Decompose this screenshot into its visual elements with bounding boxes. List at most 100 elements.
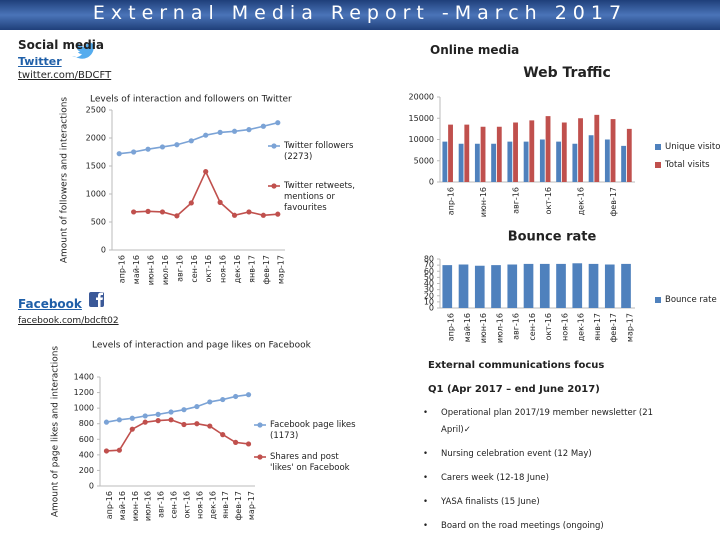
- data-point: [188, 200, 194, 206]
- data-point: [207, 423, 213, 429]
- data-point: [155, 411, 161, 417]
- section-heading: Social media: [18, 38, 104, 52]
- legend-marker: [257, 454, 263, 460]
- x-tick-label: апр-16: [118, 255, 127, 283]
- x-tick-label: июл-16: [495, 313, 504, 343]
- data-point: [233, 439, 239, 445]
- data-point: [145, 146, 151, 152]
- data-point: [145, 208, 151, 214]
- data-point: [245, 441, 252, 447]
- bar: [458, 264, 469, 308]
- y-tick-label: 2500: [86, 106, 106, 115]
- comm-list: Operational plan 2017/19 member newslett…: [415, 405, 685, 540]
- bar: [491, 143, 497, 182]
- data-point: [220, 432, 226, 438]
- bar: [556, 263, 566, 308]
- y-tick-label: 20: [424, 291, 434, 300]
- x-tick-label: мар-17: [276, 255, 285, 284]
- y-tick-label: 400: [79, 450, 94, 459]
- x-tick-label: фев-17: [234, 491, 243, 521]
- facebook-link[interactable]: Facebook: [18, 297, 82, 311]
- y-tick-label: 80: [424, 255, 434, 264]
- data-point: [275, 120, 281, 126]
- x-tick-label: апр-16: [447, 313, 456, 341]
- x-tick-label: сен-16: [190, 255, 199, 283]
- x-tick-label: янв-17: [221, 491, 230, 519]
- data-point: [168, 417, 174, 423]
- x-tick-label: сен-16: [170, 491, 179, 519]
- x-tick-label: ноя-16: [195, 491, 204, 519]
- y-tick-label: 2000: [86, 134, 106, 143]
- y-tick-label: 0: [89, 482, 94, 491]
- legend-marker: [271, 143, 277, 149]
- chart-title: Bounce rate: [508, 230, 597, 245]
- data-point: [116, 447, 122, 453]
- bar: [458, 143, 464, 182]
- data-point: [181, 421, 187, 428]
- slide-title: External Media Report -March 2017: [92, 2, 628, 24]
- bar: [572, 143, 578, 182]
- x-tick-label: окт-16: [204, 255, 213, 282]
- x-tick-label: фев-17: [262, 255, 271, 285]
- bar: [507, 141, 513, 182]
- comm-item: YASA finalists (15 June): [415, 494, 685, 511]
- bar: [523, 141, 529, 182]
- x-tick-label: май-16: [463, 313, 472, 342]
- x-tick-label: янв-17: [247, 255, 256, 283]
- x-tick-label: июн-16: [147, 255, 156, 285]
- bar: [442, 141, 448, 182]
- bar: [523, 263, 534, 308]
- x-tick-label: май-16: [118, 491, 127, 520]
- y-tick-label: 200: [79, 466, 94, 475]
- x-tick-label: дек-16: [577, 187, 586, 215]
- data-point: [260, 212, 266, 218]
- legend-label: Shares and post 'likes' on Facebook: [270, 452, 350, 473]
- bar: [556, 141, 562, 182]
- data-point: [131, 149, 137, 155]
- legend-marker: [271, 183, 277, 189]
- bar: [572, 263, 583, 308]
- bar: [621, 263, 631, 308]
- y-tick-label: 10000: [409, 135, 434, 144]
- x-tick-label: дек-16: [577, 313, 586, 341]
- comm-period: Q1 (Apr 2017 – end June 2017): [428, 384, 600, 395]
- data-point: [103, 419, 110, 425]
- data-point: [129, 426, 135, 432]
- x-tick-label: сен-16: [528, 313, 537, 341]
- facebook-url[interactable]: facebook.com/bdcft02: [18, 316, 119, 326]
- bar: [588, 263, 599, 308]
- bar: [578, 118, 583, 182]
- twitter-link[interactable]: Twitter: [18, 55, 62, 68]
- y-tick-label: 800: [79, 419, 94, 428]
- bar: [474, 143, 480, 182]
- series-line: [106, 393, 249, 423]
- x-tick-label: май-16: [132, 255, 141, 284]
- x-tick-label: мар-17: [247, 491, 256, 520]
- y-axis-title: Amount of page likes and interactions: [51, 346, 61, 518]
- y-tick-label: 1400: [74, 373, 94, 382]
- legend-marker: [257, 422, 263, 428]
- bar: [448, 124, 453, 182]
- x-tick-label: июн-16: [131, 491, 140, 521]
- legend-label: Twitter retweets, mentions or favourites: [284, 181, 355, 213]
- legend-label: Facebook page likes (1173): [270, 420, 356, 441]
- y-tick-label: 1000: [74, 404, 94, 413]
- x-tick-label: июл-16: [144, 491, 153, 521]
- data-point: [168, 409, 174, 415]
- data-point: [181, 407, 187, 413]
- comm-item: Operational plan 2017/19 member newslett…: [415, 405, 685, 439]
- legend-label: Total visits: [665, 160, 710, 170]
- y-tick-label: 50: [424, 273, 434, 282]
- data-point: [142, 413, 148, 419]
- data-point: [129, 415, 135, 421]
- legend-swatch: [655, 297, 661, 303]
- data-point: [142, 419, 148, 425]
- y-axis-title: Amount of followers and interactions: [60, 97, 70, 264]
- x-tick-label: апр-16: [105, 491, 114, 519]
- y-tick-label: 0: [101, 246, 106, 255]
- bar: [539, 263, 550, 308]
- bar: [491, 265, 501, 308]
- twitter-url[interactable]: twitter.com/BDCFT: [18, 70, 112, 81]
- data-point: [131, 209, 137, 215]
